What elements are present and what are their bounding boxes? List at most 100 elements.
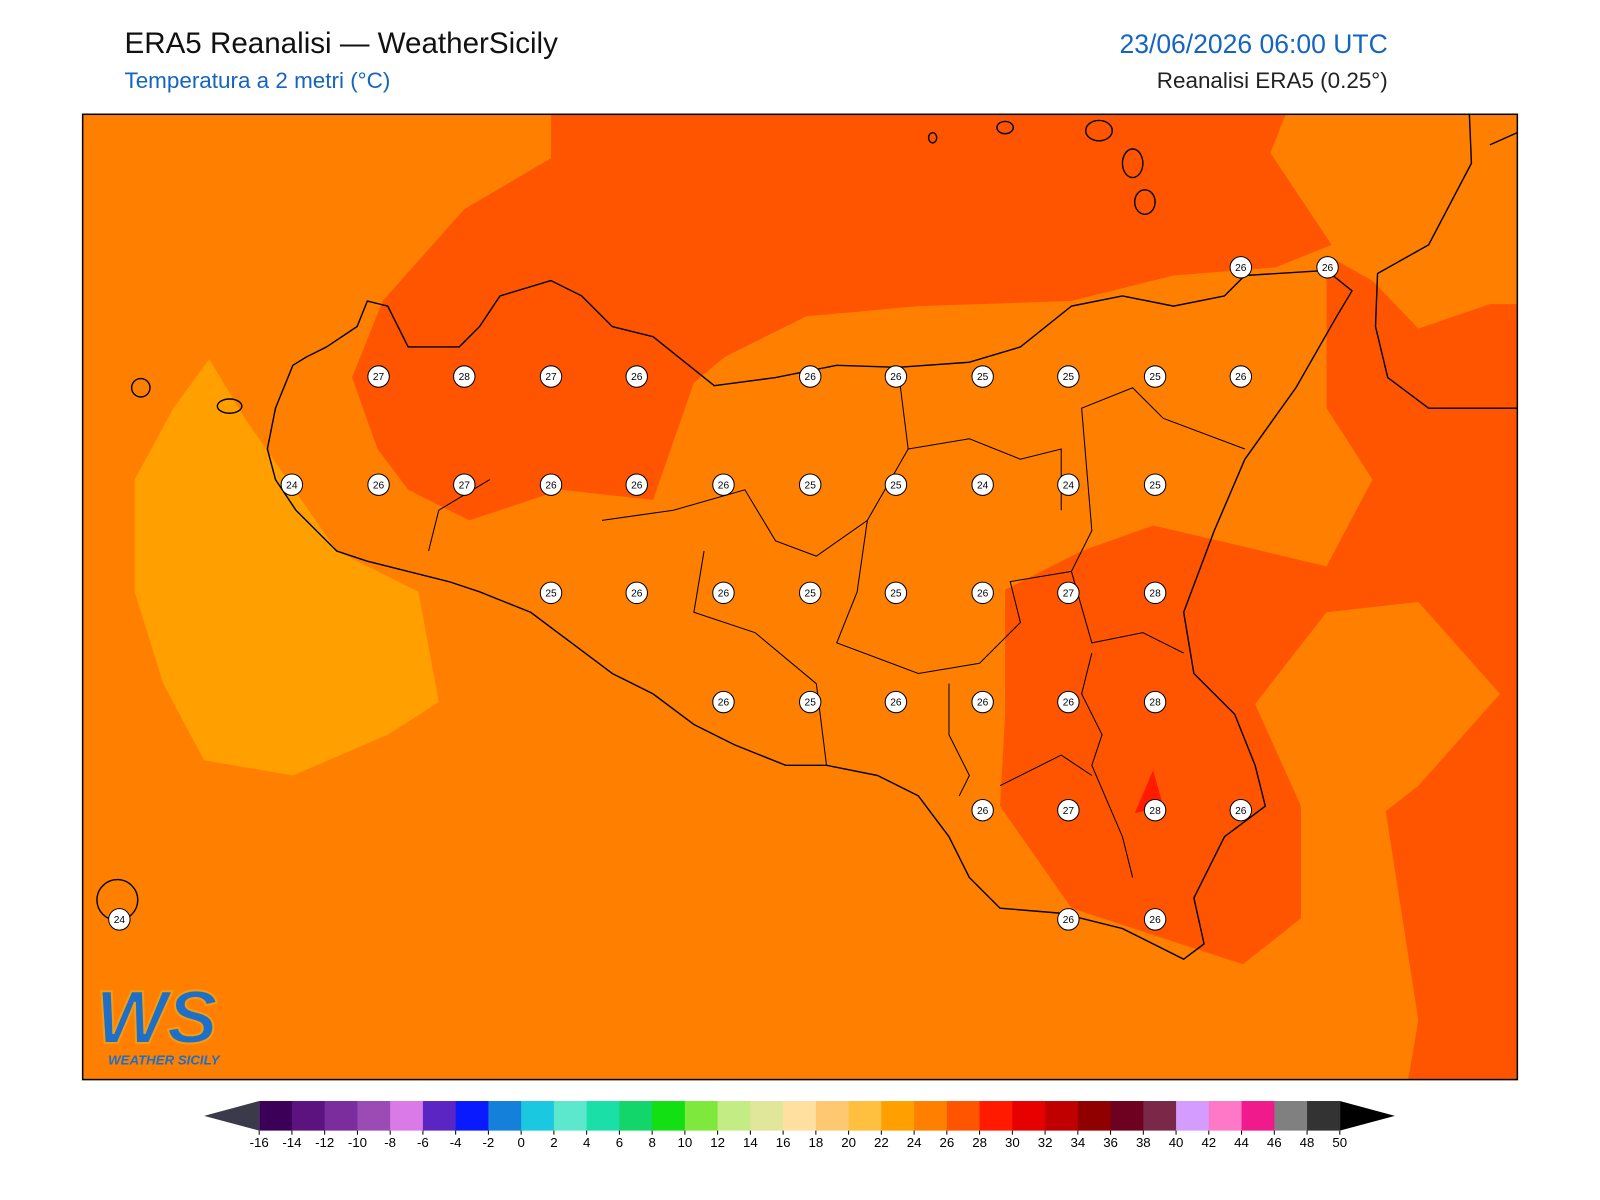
title: ERA5 Reanalisi — WeatherSicily	[124, 27, 558, 60]
colorbar-tick-label: -10	[348, 1135, 367, 1150]
border	[601, 367, 909, 557]
subtitle: Temperatura a 2 metri (°C)	[124, 68, 390, 93]
island	[927, 131, 938, 144]
station-value: 28	[1149, 588, 1161, 599]
station-value: 25	[890, 588, 902, 599]
station-value: 26	[977, 698, 989, 709]
station-marker	[884, 690, 908, 714]
border	[908, 438, 1062, 511]
station-marker	[1057, 798, 1080, 822]
colorbar-box	[357, 1101, 391, 1131]
colorbar-box	[783, 1101, 817, 1131]
colorbar-box	[750, 1101, 784, 1131]
field-26-28	[352, 114, 1332, 521]
station-value: 26	[1235, 806, 1247, 817]
colorbar-box	[1241, 1101, 1275, 1131]
colorbar-tick-label: 22	[874, 1135, 889, 1150]
border	[836, 387, 1246, 674]
station-marker	[1143, 908, 1167, 931]
colorbar-tick-label: -8	[384, 1135, 396, 1150]
colorbar-tick-label: 44	[1234, 1135, 1249, 1150]
station-value: 26	[1063, 698, 1075, 709]
station-value: 24	[1063, 480, 1075, 491]
station-marker	[539, 581, 563, 605]
station-marker	[1057, 365, 1080, 388]
station-marker	[1229, 256, 1253, 279]
station-value: 26	[631, 480, 643, 491]
colorbar-box	[815, 1101, 850, 1131]
station-value: 27	[1063, 588, 1075, 599]
border	[999, 754, 1093, 787]
colorbar-tick-label: 42	[1201, 1135, 1216, 1150]
station-value: 25	[805, 480, 817, 491]
colorbar-box	[291, 1101, 326, 1131]
station-marker	[971, 365, 994, 388]
station-marker	[971, 581, 994, 605]
colorbar-under	[204, 1101, 260, 1131]
station-value: 27	[1063, 806, 1075, 817]
province-borders	[428, 367, 1246, 878]
station-marker	[798, 581, 822, 605]
border	[693, 550, 828, 766]
colorbar-box	[553, 1101, 588, 1131]
colorbar-tick-label: 38	[1136, 1135, 1151, 1150]
colorbar-tick-label: 0	[517, 1135, 524, 1150]
colorbar-box	[946, 1101, 981, 1131]
calabria-coast	[1489, 132, 1518, 146]
colorbar-tick-label: 32	[1038, 1135, 1053, 1150]
station-marker	[884, 365, 908, 388]
colorbar-box	[848, 1101, 882, 1131]
station-value: 27	[459, 480, 471, 491]
station-marker	[280, 473, 304, 496]
station-value: 27	[545, 372, 557, 383]
colorbar-tick-label: 34	[1070, 1135, 1085, 1150]
station-value: 25	[1149, 480, 1161, 491]
logo-mark: WS	[96, 976, 218, 1060]
station-marker	[367, 473, 390, 496]
colorbar-box	[1307, 1101, 1341, 1131]
colorbar-tick-label: -16	[250, 1135, 269, 1150]
colorbar-tick-label: 46	[1267, 1135, 1282, 1150]
colorbar-tick-label: 20	[841, 1135, 856, 1150]
sicily-coast	[266, 269, 1353, 960]
station-value: 26	[977, 588, 989, 599]
station-value: 26	[373, 480, 385, 491]
station-value: 26	[1149, 915, 1161, 926]
colorbar-box	[422, 1101, 457, 1131]
colorbar-box	[1176, 1101, 1210, 1131]
station-marker	[798, 690, 822, 714]
colorbar-box	[684, 1101, 719, 1131]
field-26-28	[1000, 255, 1518, 1080]
station-marker	[453, 473, 476, 496]
colorbar-tick-label: 50	[1332, 1135, 1347, 1150]
colorbar-tick-label: -14	[282, 1135, 301, 1150]
colorbar-box	[1045, 1101, 1079, 1131]
source: Reanalisi ERA5 (0.25°)	[1157, 68, 1388, 93]
colorbar-box	[259, 1101, 293, 1131]
station-marker	[1057, 581, 1080, 605]
colorbar-box	[1143, 1101, 1177, 1131]
station-value: 26	[631, 588, 643, 599]
colorbar-box	[1012, 1101, 1046, 1131]
colorbar-box	[717, 1101, 751, 1131]
station-marker	[971, 690, 994, 714]
station-marker	[712, 690, 735, 714]
colorbar-tick-label: -4	[450, 1135, 462, 1150]
station-marker	[1316, 256, 1339, 279]
station-value: 24	[114, 915, 126, 926]
colorbar-box	[488, 1101, 522, 1131]
coastlines	[96, 114, 1518, 960]
colorbar-tick-label: 2	[550, 1135, 557, 1150]
station-value: 25	[977, 372, 989, 383]
station-value: 26	[1063, 915, 1075, 926]
station-marker	[1143, 798, 1167, 822]
station-value: 25	[805, 698, 817, 709]
station-marker	[539, 365, 563, 388]
colorbar-tick-label: 6	[616, 1135, 623, 1150]
colorbar-tick-label: 30	[1005, 1135, 1020, 1150]
station-marker	[884, 473, 908, 496]
border	[948, 683, 970, 797]
station-marker	[712, 581, 735, 605]
colorbar-box	[455, 1101, 489, 1131]
colorbar-tick-label: -12	[315, 1135, 334, 1150]
